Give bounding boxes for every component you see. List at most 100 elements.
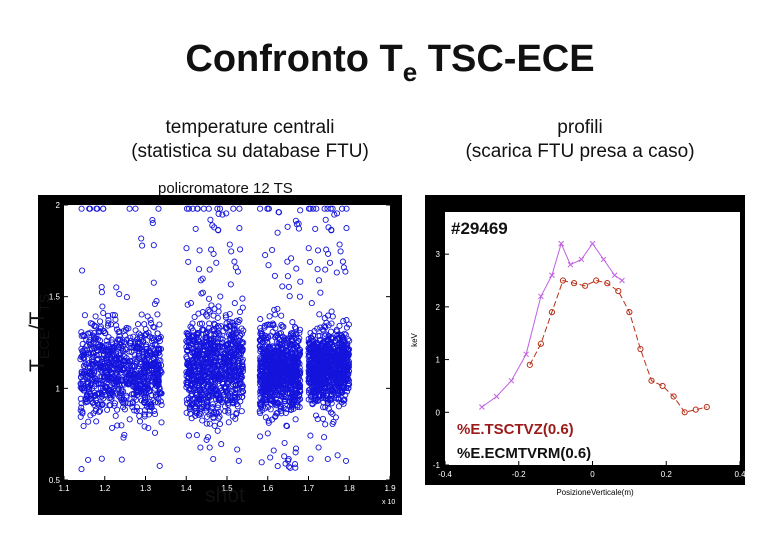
scatter-point	[227, 357, 234, 364]
scatter-point	[81, 312, 88, 319]
scatter-point	[128, 349, 135, 356]
scatter-point	[327, 387, 334, 394]
scatter-point	[236, 317, 243, 324]
scatter-point	[295, 396, 302, 404]
scatter-point	[200, 382, 207, 389]
scatter-point	[238, 338, 246, 345]
scatter-point	[198, 290, 205, 297]
scatter-point	[138, 337, 145, 344]
left-x-tick-label: 1.2	[99, 484, 111, 493]
scatter-point	[140, 369, 147, 376]
scatter-point	[187, 363, 194, 371]
scatter-point	[234, 403, 241, 410]
scatter-point	[273, 410, 280, 417]
scatter-point	[203, 405, 210, 412]
scatter-point	[208, 302, 215, 309]
scatter-point	[101, 384, 108, 391]
scatter-point	[191, 350, 198, 357]
scatter-point	[292, 368, 299, 376]
scatter-point	[343, 225, 350, 232]
scatter-point	[78, 205, 85, 212]
scatter-point	[196, 392, 203, 399]
scatter-point	[223, 210, 230, 217]
series-1-marker	[538, 293, 544, 300]
scatter-point	[317, 289, 324, 296]
scatter-point	[293, 334, 300, 342]
scatter-point	[216, 205, 224, 212]
title-main: Confronto T	[185, 38, 403, 80]
left-y-tick-label: 2	[56, 201, 61, 210]
scatter-point	[109, 311, 116, 318]
scatter-point	[137, 360, 144, 367]
scatter-point	[274, 463, 281, 470]
series-2-marker	[637, 345, 644, 353]
scatter-point	[231, 350, 238, 357]
scatter-point	[321, 434, 328, 441]
scatter-point	[217, 397, 224, 404]
scatter-point	[257, 337, 264, 344]
scatter-point	[284, 335, 291, 342]
scatter-point	[153, 393, 160, 400]
scatter-point	[238, 408, 245, 415]
scatter-point	[153, 380, 160, 387]
left-ylabel: TECE/TTS	[26, 294, 52, 372]
scatter-point	[274, 409, 281, 416]
scatter-point	[87, 320, 94, 327]
scatter-point	[292, 445, 300, 452]
scatter-point	[121, 406, 128, 413]
scatter-point	[87, 368, 94, 375]
scatter-point	[185, 395, 192, 402]
scatter-point	[195, 359, 202, 366]
scatter-point	[230, 381, 237, 388]
scatter-point	[214, 410, 221, 417]
scatter-point	[127, 358, 134, 365]
scatter-point	[268, 372, 275, 379]
series-1-marker	[578, 256, 585, 263]
scatter-point	[322, 404, 329, 411]
scatter-point	[192, 402, 199, 409]
scatter-point	[306, 358, 313, 365]
scatter-point	[140, 398, 147, 406]
scatter-point	[183, 245, 190, 252]
scatter-point	[325, 405, 332, 412]
scatter-point	[119, 377, 126, 384]
scatter-point	[98, 455, 105, 462]
scatter-point	[294, 338, 302, 345]
scatter-point	[111, 400, 118, 407]
scatter-point	[285, 457, 292, 464]
scatter-point	[283, 406, 290, 413]
left-xlabel: shot	[205, 484, 245, 507]
scatter-point	[90, 340, 97, 347]
series-1-marker	[611, 272, 618, 279]
scatter-point	[150, 323, 157, 330]
scatter-point	[184, 339, 191, 346]
scatter-point	[214, 335, 222, 342]
series-2-marker	[548, 309, 556, 316]
scatter-point	[314, 325, 321, 332]
scatter-point	[100, 395, 107, 402]
scatter-point	[200, 386, 207, 393]
series-1-marker	[558, 240, 565, 247]
scatter-point	[334, 366, 341, 373]
scatter-point	[97, 328, 104, 335]
scatter-point	[208, 356, 215, 363]
legend-series-1: %E.TSCTVZ(0.6)	[457, 421, 574, 438]
scatter-point	[131, 371, 138, 378]
scatter-point	[281, 398, 288, 405]
scatter-point	[296, 329, 303, 336]
scatter-point	[229, 332, 236, 339]
scatter-point	[141, 372, 148, 379]
scatter-point	[282, 394, 289, 401]
scatter-point	[95, 355, 102, 362]
scatter-point	[293, 372, 301, 379]
scatter-point	[274, 357, 281, 364]
scatter-point	[106, 348, 113, 355]
scatter-point	[227, 354, 234, 361]
scatter-point	[210, 414, 217, 421]
scatter-point	[188, 325, 195, 332]
scatter-point	[305, 205, 313, 212]
scatter-point	[293, 381, 300, 388]
scatter-point	[136, 418, 144, 425]
right-y-tick-label: 2	[436, 303, 441, 312]
scatter-point	[197, 444, 204, 451]
